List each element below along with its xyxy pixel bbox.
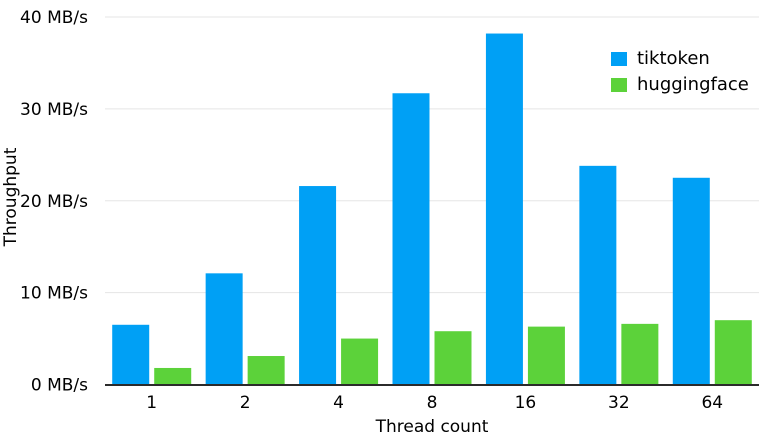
legend-item-tiktoken: tiktoken (611, 48, 749, 69)
bar-tiktoken-8 (392, 93, 430, 385)
x-tick-label-16: 16 (515, 393, 537, 413)
legend-item-huggingface: huggingface (611, 74, 749, 95)
bar-huggingface-2 (247, 356, 285, 385)
bar-tiktoken-1 (112, 324, 150, 385)
huggingface-legend-label: huggingface (637, 74, 749, 95)
tiktoken-swatch-icon (611, 51, 627, 66)
bar-huggingface-1 (154, 367, 192, 385)
x-tick-label-2: 2 (240, 393, 251, 413)
x-axis-title: Thread count (375, 417, 489, 437)
y-tick-label-20: 20 MB/s (20, 192, 88, 212)
y-tick-label-0: 0 MB/s (31, 376, 88, 396)
bar-tiktoken-32 (579, 165, 617, 385)
x-tick-label-64: 64 (701, 393, 723, 413)
tiktoken-legend-label: tiktoken (637, 48, 710, 69)
bar-huggingface-32 (621, 323, 659, 385)
bar-huggingface-16 (527, 326, 565, 385)
bar-huggingface-4 (341, 338, 379, 385)
y-tick-label-30: 30 MB/s (20, 100, 88, 120)
bar-tiktoken-64 (672, 177, 710, 385)
legend: tiktoken huggingface (611, 48, 749, 100)
y-axis-title: Throughput (1, 147, 21, 247)
bar-huggingface-64 (714, 320, 752, 385)
bar-tiktoken-16 (485, 33, 523, 385)
x-tick-label-32: 32 (608, 393, 630, 413)
bar-tiktoken-2 (205, 273, 243, 385)
y-tick-label-40: 40 MB/s (20, 8, 88, 28)
x-tick-label-8: 8 (427, 393, 438, 413)
x-tick-label-4: 4 (333, 393, 344, 413)
x-tick-label-1: 1 (146, 393, 157, 413)
bar-huggingface-8 (434, 331, 472, 385)
huggingface-swatch-icon (611, 77, 627, 92)
bar-tiktoken-4 (299, 186, 337, 385)
y-tick-label-10: 10 MB/s (20, 284, 88, 304)
